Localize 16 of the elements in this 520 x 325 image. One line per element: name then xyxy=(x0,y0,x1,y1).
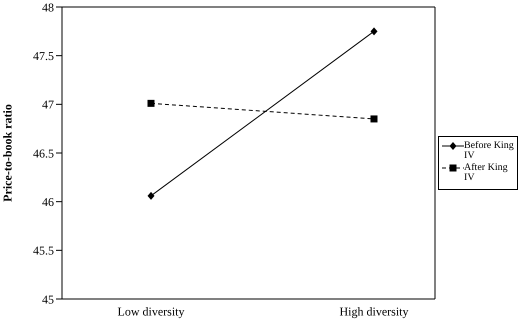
y-axis-title: Price-to-book ratio xyxy=(0,104,14,202)
point xyxy=(370,115,378,122)
x-tick-label: High diversity xyxy=(340,304,408,319)
y-tick-label: 46.5 xyxy=(33,146,54,160)
y-tick-label: 47 xyxy=(42,98,54,112)
y-tick-label: 45.5 xyxy=(33,244,54,258)
x-tick-label: Low diversity xyxy=(118,304,184,319)
y-tick-label: 47.5 xyxy=(33,48,54,63)
legend-label: Before King IV xyxy=(464,140,514,160)
point xyxy=(148,100,154,107)
y-tick-label: 46 xyxy=(42,194,54,209)
point xyxy=(148,192,154,200)
y-tick-label: 45 xyxy=(42,292,54,306)
y-tick-label: 48 xyxy=(42,0,54,14)
point xyxy=(370,27,378,36)
legend-label: After King IV xyxy=(464,162,509,182)
